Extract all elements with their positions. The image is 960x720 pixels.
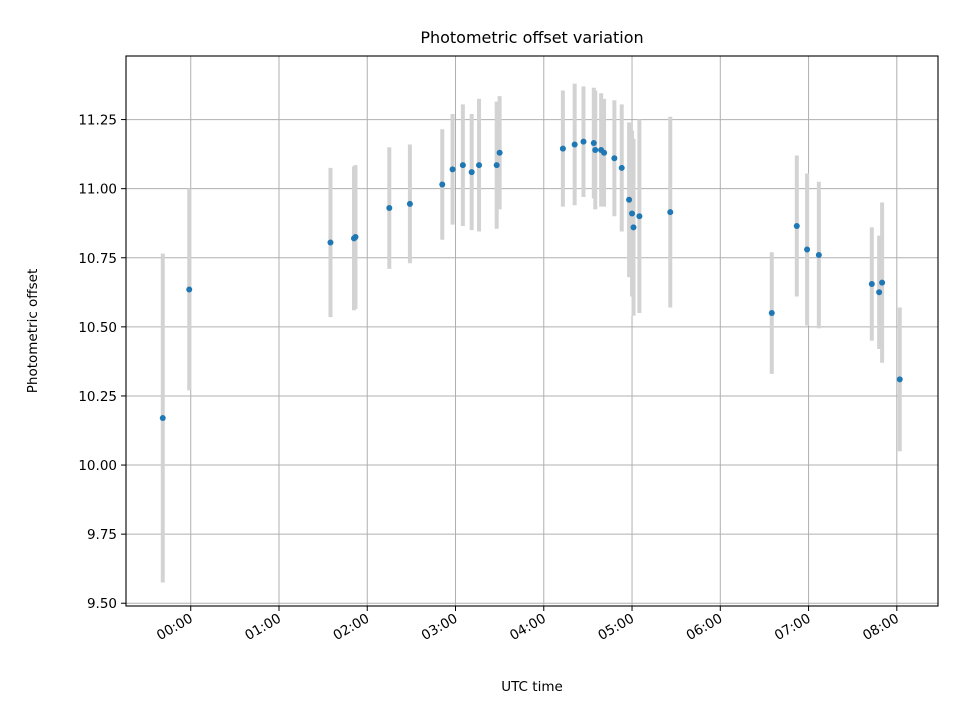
data-point — [611, 155, 618, 162]
x-axis-label: UTC time — [501, 679, 563, 695]
data-point — [493, 162, 500, 169]
data-point — [636, 213, 643, 220]
y-axis-label: Photometric offset — [25, 269, 41, 393]
data-point — [496, 149, 503, 156]
data-point — [815, 251, 822, 258]
data-points — [159, 138, 903, 422]
data-point — [804, 246, 811, 253]
plot-frame — [125, 55, 939, 607]
data-point — [439, 181, 446, 188]
grid — [126, 56, 938, 606]
data-point — [768, 310, 775, 317]
y-axis-ticks: 9.50 9.75 10.00 10.25 10.50 10.75 11.00 11.25 — [78, 113, 126, 612]
y-tick-label: 10.25 — [78, 389, 117, 405]
data-point — [559, 145, 566, 152]
data-point — [327, 239, 334, 246]
data-point — [352, 234, 359, 241]
data-point — [618, 164, 625, 171]
data-point — [896, 376, 903, 383]
data-point — [868, 281, 875, 288]
data-point — [629, 210, 636, 217]
data-point — [667, 209, 674, 216]
y-tick-label: 11.25 — [78, 113, 117, 129]
data-point — [186, 286, 193, 293]
data-point — [879, 279, 886, 286]
data-point — [571, 141, 578, 148]
chart-title: Photometric offset variation — [420, 28, 643, 47]
y-tick-label: 10.00 — [78, 458, 117, 474]
data-point — [590, 140, 597, 147]
data-point — [386, 205, 393, 212]
data-point — [793, 222, 800, 229]
y-tick-label: 10.75 — [78, 251, 117, 267]
data-point — [459, 162, 466, 169]
y-tick-label: 10.50 — [78, 320, 117, 336]
data-point — [601, 149, 608, 156]
data-point — [468, 169, 475, 176]
data-point — [580, 138, 587, 145]
data-point — [592, 146, 599, 153]
y-tick-label: 9.75 — [87, 527, 117, 543]
data-point — [876, 289, 883, 296]
data-point — [406, 200, 413, 207]
data-point — [630, 224, 637, 231]
y-tick-label: 9.50 — [87, 596, 117, 612]
data-point — [449, 166, 456, 173]
y-tick-label: 11.00 — [78, 182, 117, 198]
data-point — [626, 196, 633, 203]
data-point — [159, 415, 166, 422]
data-point — [476, 162, 483, 169]
